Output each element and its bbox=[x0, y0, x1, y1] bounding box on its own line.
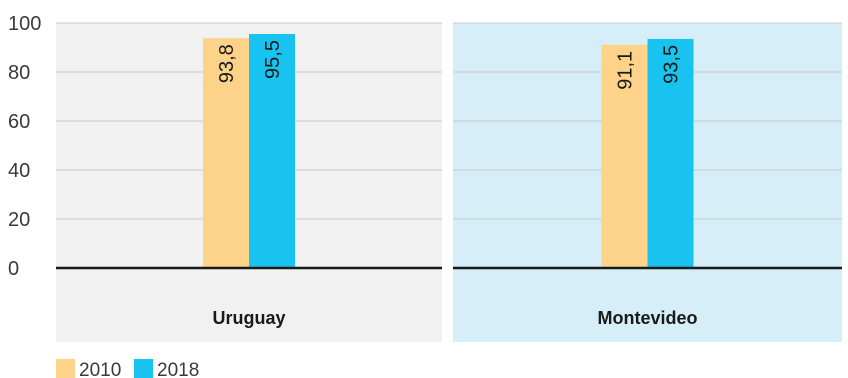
bars: 93,8 95,5 91,1 93,5 bbox=[203, 34, 694, 269]
y-tick-label: 80 bbox=[8, 62, 30, 84]
bar-uruguay-2010 bbox=[203, 38, 249, 268]
category-panels bbox=[56, 23, 842, 342]
y-axis-ticks: 0 20 40 60 80 100 bbox=[8, 13, 41, 280]
y-tick-label: 60 bbox=[8, 111, 30, 133]
category-label: Montevideo bbox=[597, 308, 697, 328]
bar-uruguay-2018 bbox=[249, 34, 295, 269]
bar-montevideo-2018 bbox=[647, 38, 694, 268]
y-tick-label: 100 bbox=[8, 13, 41, 35]
bar-montevideo-2010 bbox=[601, 44, 648, 269]
legend-label: 2010 bbox=[79, 360, 121, 378]
legend-swatch bbox=[56, 359, 75, 378]
y-tick-label: 40 bbox=[8, 160, 30, 182]
value-label: 93,5 bbox=[661, 45, 683, 84]
y-tick-label: 20 bbox=[8, 209, 30, 231]
category-labels: Uruguay Montevideo bbox=[212, 308, 697, 328]
legend-swatch bbox=[134, 359, 153, 378]
legend: 2010 2018 bbox=[56, 359, 199, 378]
y-tick-label: 0 bbox=[8, 258, 19, 280]
value-label: 91,1 bbox=[615, 51, 637, 90]
value-label: 93,8 bbox=[216, 44, 238, 83]
value-label: 95,5 bbox=[262, 40, 284, 79]
category-label: Uruguay bbox=[212, 308, 285, 328]
legend-label: 2018 bbox=[157, 360, 199, 378]
